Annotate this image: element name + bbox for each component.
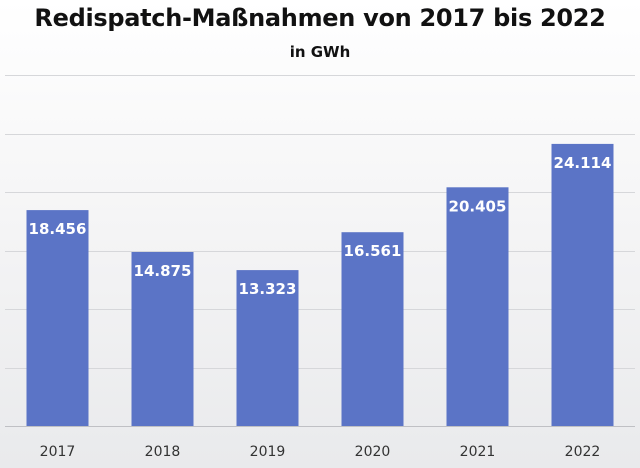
x-tick-label-2020: 2020: [355, 444, 391, 460]
bar-2020: [341, 232, 404, 426]
bar-2022: [551, 143, 614, 426]
bar-2019: [236, 270, 299, 426]
data-label-2019: 13.323: [239, 280, 297, 298]
data-label-2020: 16.561: [344, 242, 402, 260]
x-tick-label-2018: 2018: [145, 444, 181, 460]
x-tick-label-2021: 2021: [460, 444, 496, 460]
data-label-2017: 18.456: [29, 220, 87, 238]
grid-layer: [5, 75, 635, 427]
data-label-2018: 14.875: [134, 262, 192, 280]
label-layer: 18.456 14.875 13.323 16.561 20.405 24.114: [29, 154, 612, 298]
bar-2021: [446, 187, 509, 426]
chart-subtitle: in GWh: [289, 43, 351, 61]
x-axis-ticks: 2017 2018 2019 2020 2021 2022: [40, 444, 601, 460]
x-tick-label-2017: 2017: [40, 444, 76, 460]
x-tick-label-2022: 2022: [565, 444, 601, 460]
x-tick-label-2019: 2019: [250, 444, 286, 460]
bar-layer: [26, 143, 614, 426]
chart-title: Redispatch-Maßnahmen von 2017 bis 2022: [34, 4, 606, 32]
data-label-2022: 24.114: [554, 154, 612, 172]
bar-2017: [26, 210, 89, 426]
bar-2018: [131, 252, 194, 426]
data-label-2021: 20.405: [449, 197, 507, 215]
